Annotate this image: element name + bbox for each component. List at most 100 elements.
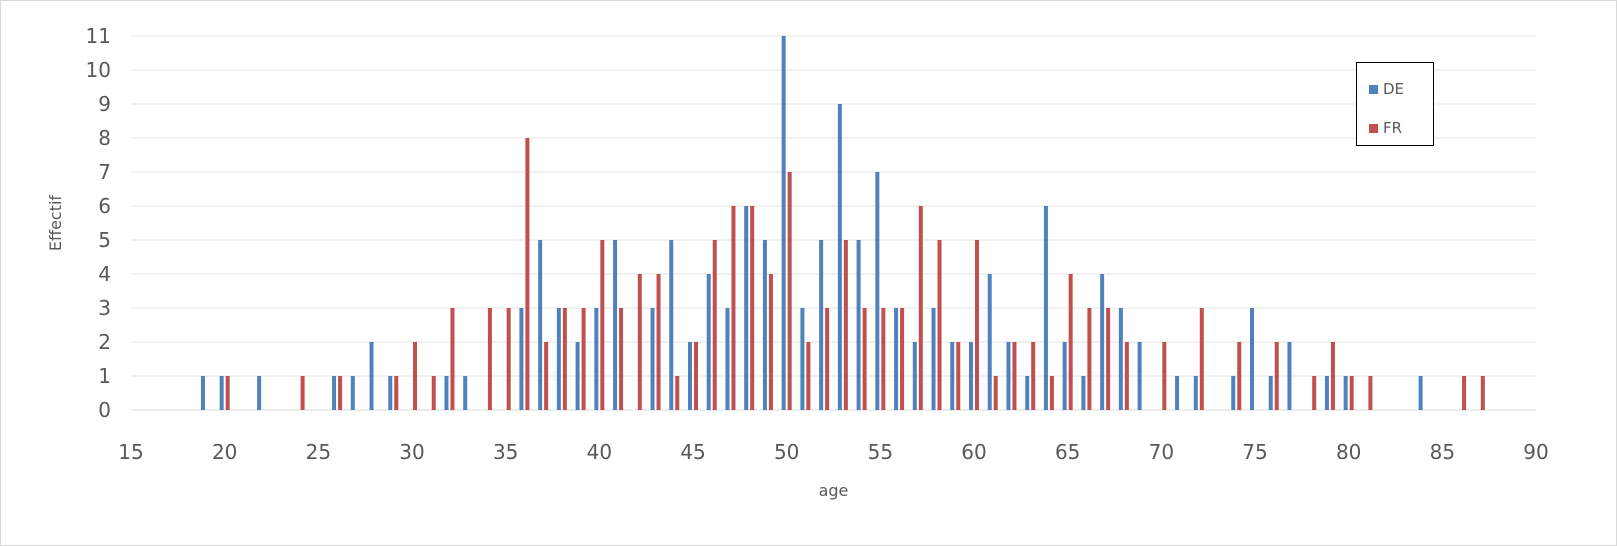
bar-de <box>762 240 767 410</box>
bar-fr <box>750 206 755 410</box>
bar-de <box>1193 376 1198 410</box>
bar-fr <box>1199 308 1204 410</box>
bar-de <box>1043 206 1048 410</box>
bar-fr <box>825 308 830 410</box>
bar-fr <box>619 308 624 410</box>
bar-fr <box>1462 376 1467 410</box>
bar-fr <box>993 376 998 410</box>
bar-de <box>200 376 205 410</box>
bar-fr <box>975 240 979 410</box>
bar-fr <box>581 308 586 410</box>
bar-fr <box>731 206 736 410</box>
bar-fr <box>881 308 886 410</box>
bar-de <box>744 206 749 410</box>
bar-fr <box>675 376 680 410</box>
bar-fr <box>394 376 399 410</box>
bar-de <box>594 308 599 410</box>
bar-de <box>912 342 917 410</box>
bar-fr <box>506 308 511 410</box>
bar-de <box>1231 376 1236 410</box>
bar-de <box>931 308 936 410</box>
bar-fr <box>768 274 773 410</box>
bar-fr <box>431 376 436 410</box>
y-tick-label: 4 <box>98 262 111 286</box>
bar-fr <box>1274 342 1279 410</box>
bar-de <box>257 376 262 410</box>
x-tick-label: 25 <box>306 440 331 464</box>
bar-de <box>463 376 468 410</box>
x-tick-label: 45 <box>680 440 705 464</box>
x-tick-label: 90 <box>1523 440 1548 464</box>
x-tick-label: 60 <box>961 440 986 464</box>
bar-fr <box>937 240 942 410</box>
bar-fr <box>1049 376 1054 410</box>
bar-de <box>388 376 393 410</box>
legend-label-fr: FR <box>1383 119 1403 137</box>
x-tick-label: 70 <box>1149 440 1174 464</box>
x-tick-label: 85 <box>1430 440 1455 464</box>
bar-fr <box>900 308 905 410</box>
bar-fr <box>1349 376 1354 410</box>
bar-de <box>969 342 973 410</box>
y-tick-label: 1 <box>98 364 111 388</box>
bar-de <box>819 240 824 410</box>
bar-de <box>1062 342 1067 410</box>
bar-fr <box>1012 342 1017 410</box>
bar-de <box>1324 376 1329 410</box>
y-tick-label: 2 <box>98 330 111 354</box>
bar-fr <box>1031 342 1036 410</box>
bar-de <box>800 308 805 410</box>
bar-de <box>1343 376 1348 410</box>
bar-de <box>781 36 786 410</box>
bar-de <box>1287 342 1292 410</box>
bar-fr <box>1124 342 1129 410</box>
legend-swatch-fr <box>1369 123 1378 133</box>
bar-fr <box>1106 308 1111 410</box>
bar-fr <box>694 342 698 410</box>
bar-de <box>575 342 580 410</box>
y-tick-label: 11 <box>86 24 111 48</box>
bar-fr <box>544 342 549 410</box>
bar-de <box>706 274 711 410</box>
bar-fr <box>1312 376 1317 410</box>
bar-fr <box>656 274 661 410</box>
bar-fr <box>1368 376 1373 410</box>
x-tick-label: 80 <box>1336 440 1361 464</box>
bar-de <box>613 240 618 410</box>
bar-de <box>875 172 880 410</box>
bar-fr <box>562 308 567 410</box>
bar-fr <box>712 240 717 410</box>
bar-de <box>950 342 955 410</box>
bar-de <box>1250 308 1254 410</box>
bar-fr <box>806 342 811 410</box>
bar-de <box>538 240 543 410</box>
bar-de <box>987 274 992 410</box>
bar-de <box>1118 308 1123 410</box>
y-tick-label: 3 <box>98 296 111 320</box>
y-axis-title: Effectif <box>46 195 65 251</box>
x-tick-label: 65 <box>1055 440 1080 464</box>
bar-de <box>894 308 899 410</box>
legend-item-de: DE <box>1369 79 1404 99</box>
bar-fr <box>918 206 923 410</box>
bar-fr <box>787 172 792 410</box>
x-axis-title: age <box>819 481 849 500</box>
bar-fr <box>637 274 642 410</box>
x-tick-label: 55 <box>868 440 893 464</box>
bar-fr <box>1087 308 1092 410</box>
bar-fr <box>300 376 305 410</box>
legend-item-fr: FR <box>1369 118 1402 138</box>
bar-fr <box>862 308 867 410</box>
bar-de <box>444 376 449 410</box>
bar-fr <box>487 308 492 410</box>
x-tick-label: 20 <box>212 440 237 464</box>
bar-de <box>219 376 224 410</box>
bar-fr <box>956 342 961 410</box>
legend-swatch-de <box>1369 84 1378 94</box>
bar-de <box>650 308 655 410</box>
bar-fr <box>843 240 848 410</box>
bar-de <box>369 342 374 410</box>
y-tick-label: 7 <box>98 160 111 184</box>
